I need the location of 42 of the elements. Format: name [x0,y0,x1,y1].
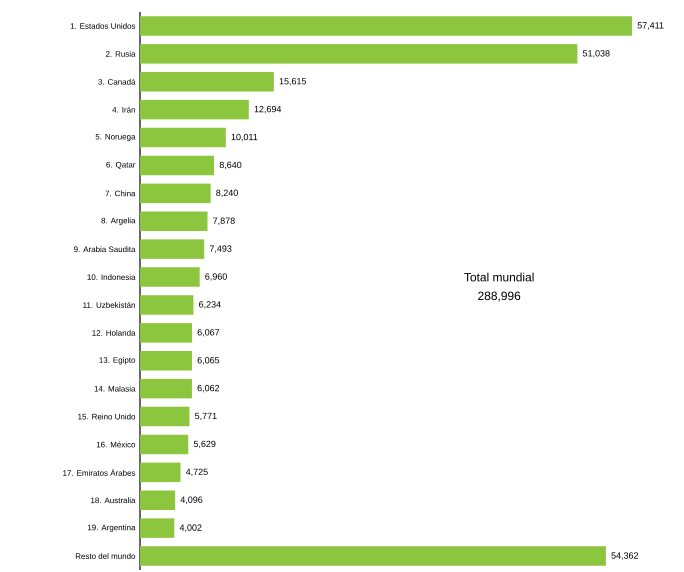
data-label: 8,640 [220,162,242,170]
data-label: 12,694 [254,106,282,114]
bar [140,462,180,482]
bar [140,350,192,370]
data-label: 7,878 [213,218,235,225]
data-label: 6,062 [198,384,220,392]
data-label: 8,240 [216,190,238,198]
bar [140,72,274,92]
annotation: 288,996 [478,292,520,302]
bar [140,546,606,566]
data-label: 4,725 [186,468,208,476]
data-label: 51,038 [582,50,610,58]
data-label: 57,411 [638,22,664,30]
bar [140,434,188,454]
data-label: 6,067 [198,329,220,337]
bar [140,239,204,259]
data-label: 15,615 [280,78,306,86]
data-label: 4,002 [180,524,202,532]
data-label: 5,629 [194,440,216,448]
bar [140,128,226,148]
bar [140,518,174,538]
bar [140,406,190,426]
data-label: 7,493 [210,245,232,253]
bar [140,211,208,231]
data-label: 54,362 [611,552,638,560]
bar [140,184,211,204]
bar [140,378,192,398]
bar [140,100,249,120]
bar [140,295,194,315]
data-label: 6,960 [205,273,227,281]
bar [140,156,214,176]
bar [140,267,200,287]
data-label: 4,096 [180,496,202,504]
annotation: Total mundial [464,272,534,282]
bar [140,44,578,64]
bar [140,323,192,343]
bar [140,16,632,36]
bar [140,490,176,510]
data-label: 10,011 [232,134,258,142]
data-label: 6,234 [199,301,221,309]
data-label: 5,771 [195,412,217,420]
data-label: 6,065 [198,357,220,364]
